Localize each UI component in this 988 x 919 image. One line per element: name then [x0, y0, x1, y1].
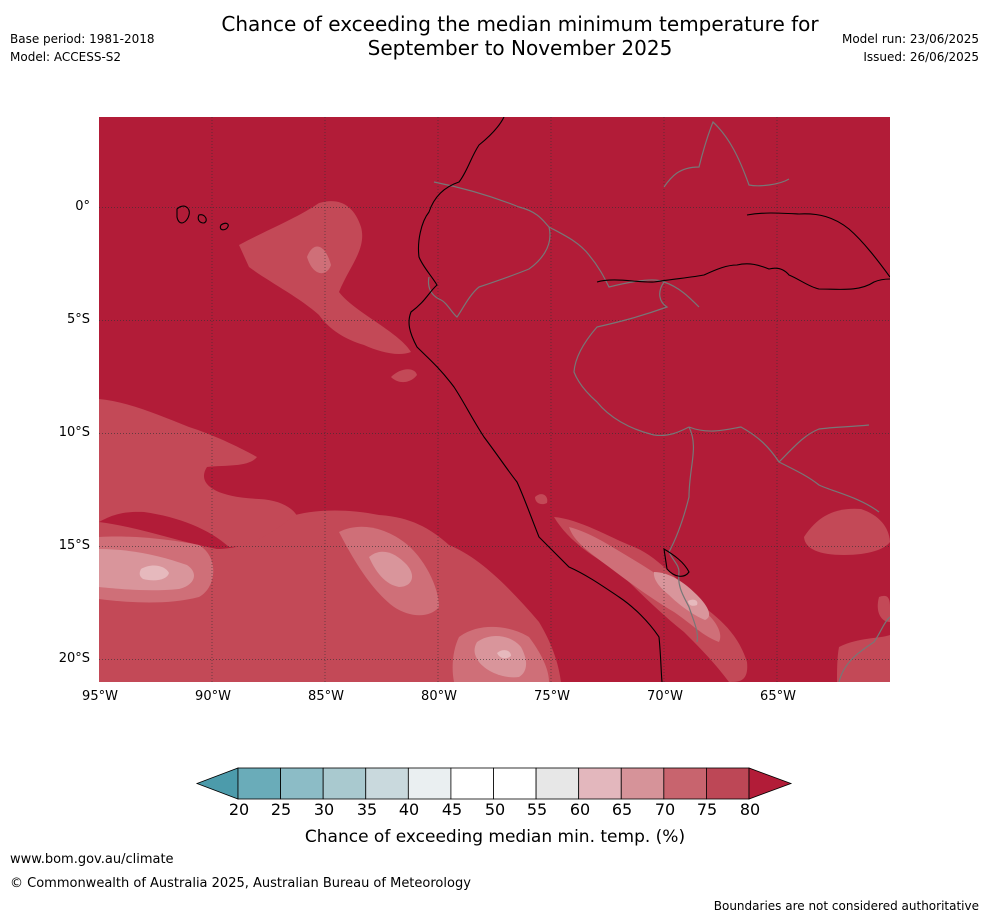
- colorbar-cells: [195, 767, 793, 800]
- contour-75-bolivia: [804, 508, 890, 555]
- colorbar-label: Chance of exceeding median min. temp. (%…: [304, 827, 686, 847]
- colorbar-arrow-low: [195, 767, 239, 800]
- colorbar: [195, 767, 793, 800]
- contour-75-south-east: [837, 635, 890, 682]
- lat-label-5s: 5°S: [66, 312, 90, 327]
- colorbar-cell: [578, 767, 622, 800]
- footer-copyright: © Commonwealth of Australia 2025, Austra…: [10, 876, 471, 891]
- lon-label-95w: 95°W: [82, 689, 118, 704]
- meta-right: Model run: 23/06/2025 Issued: 26/06/2025: [842, 30, 979, 66]
- colorbar-cell: [322, 767, 367, 800]
- lat-label-15s: 15°S: [58, 538, 90, 553]
- cbar-tick-25: 25: [270, 800, 292, 819]
- colorbar-arrow-high: [748, 767, 793, 800]
- cbar-tick-35: 35: [356, 800, 378, 819]
- contour-60-coastal: [688, 599, 698, 606]
- issued-date: Issued: 26/06/2025: [863, 50, 979, 64]
- lon-label-90w: 90°W: [195, 689, 231, 704]
- coastline-galapagos-2: [197, 214, 207, 224]
- coastline-galapagos-3: [219, 222, 229, 231]
- footer-url: www.bom.gov.au/climate: [10, 852, 174, 867]
- border-peru-bolivia: [668, 426, 695, 573]
- cbar-tick-70: 70: [654, 800, 676, 819]
- colorbar-cell: [620, 767, 665, 800]
- lat-label-0: 0°: [75, 199, 90, 214]
- contour-60-south: [497, 650, 511, 659]
- colorbar-cell: [450, 767, 494, 800]
- lat-label-20s: 20°S: [58, 651, 90, 666]
- map-title: Chance of exceeding the median minimum t…: [170, 12, 870, 60]
- contour-75-east-edge: [877, 595, 890, 622]
- map-panel: [99, 117, 890, 682]
- colorbar-cell: [280, 767, 324, 800]
- lon-label-70w: 70°W: [647, 689, 683, 704]
- contour-65-coastal: [653, 572, 710, 620]
- map-gridlines: [99, 117, 890, 682]
- border-colombia-ecuador: [427, 181, 551, 318]
- coastline-titicaca: [663, 547, 690, 577]
- model-name: Model: ACCESS-S2: [10, 50, 122, 64]
- contour-75-small-spot: [535, 494, 548, 505]
- contour-65-central: [369, 551, 413, 587]
- coastline-north-amazon: [746, 212, 890, 278]
- probability-map: [99, 117, 890, 682]
- colorbar-cell: [493, 767, 537, 800]
- model-run: Model run: 23/06/2025: [841, 32, 979, 46]
- colorbar-cell: [535, 767, 580, 800]
- coastline-pacific: [408, 117, 663, 682]
- colorbar-cell: [365, 767, 409, 800]
- border-peru-brazil: [573, 281, 690, 437]
- lon-label-75w: 75°W: [534, 689, 570, 704]
- cbar-tick-30: 30: [313, 800, 335, 819]
- border-bolivia-chile: [678, 571, 699, 643]
- contour-75-plume-north: [239, 201, 411, 355]
- coastline-amazon: [596, 263, 890, 290]
- contour-70-coastal: [569, 527, 721, 642]
- colorbar-cell: [407, 767, 452, 800]
- cbar-tick-55: 55: [526, 800, 548, 819]
- contour-60: [139, 565, 698, 659]
- lon-label-80w: 80°W: [421, 689, 457, 704]
- cbar-tick-60: 60: [569, 800, 591, 819]
- border-brazil-north: [663, 120, 790, 188]
- base-period: Base period: 1981-2018: [10, 32, 155, 46]
- border-misc-east: [778, 424, 870, 463]
- coastlines: [176, 117, 890, 682]
- contour-60-south-west: [139, 565, 169, 581]
- title-line-1: Chance of exceeding the median minimum t…: [221, 12, 819, 36]
- coastline-galapagos-1: [176, 205, 190, 224]
- contour-75-south-west: [99, 399, 299, 547]
- cbar-tick-45: 45: [441, 800, 463, 819]
- colorbar-cell: [663, 767, 707, 800]
- cbar-tick-75: 75: [696, 800, 718, 819]
- colorbar-cell: [237, 767, 281, 800]
- title-line-2: September to November 2025: [367, 36, 673, 60]
- cbar-tick-50: 50: [484, 800, 506, 819]
- lon-label-65w: 65°W: [760, 689, 796, 704]
- border-bolivia-paraguay: [838, 616, 890, 682]
- contour-70-plume-spot: [307, 246, 331, 274]
- cbar-tick-65: 65: [611, 800, 633, 819]
- meta-left: Base period: 1981-2018 Model: ACCESS-S2: [10, 30, 155, 66]
- cbar-tick-80: 80: [739, 800, 761, 819]
- lat-label-10s: 10°S: [58, 425, 90, 440]
- country-borders: [427, 120, 890, 682]
- cbar-tick-40: 40: [398, 800, 420, 819]
- colorbar-cell: [706, 767, 750, 800]
- footer-note: Boundaries are not considered authoritat…: [713, 899, 979, 913]
- border-colombia-venezuela: [548, 226, 700, 308]
- contour-75-south-band: [99, 510, 561, 682]
- contour-75-spot: [391, 369, 417, 383]
- lon-label-85w: 85°W: [308, 689, 344, 704]
- cbar-tick-20: 20: [228, 800, 250, 819]
